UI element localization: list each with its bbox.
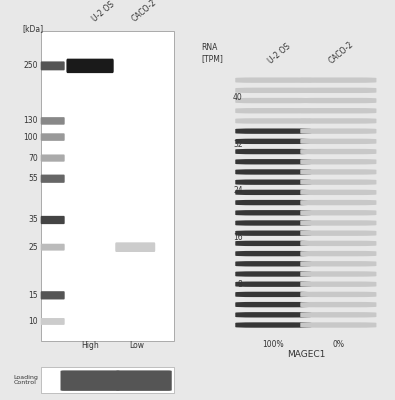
FancyBboxPatch shape <box>235 261 311 266</box>
FancyBboxPatch shape <box>235 108 311 114</box>
FancyBboxPatch shape <box>300 261 376 266</box>
FancyBboxPatch shape <box>235 169 311 175</box>
FancyBboxPatch shape <box>41 367 174 394</box>
FancyBboxPatch shape <box>235 88 311 93</box>
Text: 130: 130 <box>23 116 38 126</box>
Text: CACO-2: CACO-2 <box>327 40 356 66</box>
Text: 32: 32 <box>233 140 243 149</box>
Text: U-2 OS: U-2 OS <box>266 42 292 66</box>
FancyBboxPatch shape <box>235 118 311 124</box>
FancyBboxPatch shape <box>300 118 376 124</box>
Text: 55: 55 <box>28 174 38 183</box>
FancyBboxPatch shape <box>235 180 311 185</box>
FancyBboxPatch shape <box>235 230 311 236</box>
FancyBboxPatch shape <box>300 251 376 256</box>
FancyBboxPatch shape <box>300 190 376 195</box>
FancyBboxPatch shape <box>300 98 376 103</box>
FancyBboxPatch shape <box>41 62 65 70</box>
FancyBboxPatch shape <box>41 216 65 224</box>
Text: 40: 40 <box>233 93 243 102</box>
FancyBboxPatch shape <box>41 32 174 341</box>
FancyBboxPatch shape <box>235 98 311 103</box>
Text: Low: Low <box>130 341 145 350</box>
FancyBboxPatch shape <box>235 241 311 246</box>
FancyBboxPatch shape <box>300 159 376 164</box>
FancyBboxPatch shape <box>235 292 311 297</box>
FancyBboxPatch shape <box>300 149 376 154</box>
FancyBboxPatch shape <box>300 312 376 318</box>
FancyBboxPatch shape <box>60 370 120 391</box>
FancyBboxPatch shape <box>300 220 376 226</box>
Text: 35: 35 <box>28 216 38 224</box>
FancyBboxPatch shape <box>41 318 65 325</box>
Text: 24: 24 <box>233 186 243 196</box>
FancyBboxPatch shape <box>235 302 311 307</box>
FancyBboxPatch shape <box>300 88 376 93</box>
FancyBboxPatch shape <box>235 210 311 216</box>
Text: 70: 70 <box>28 154 38 162</box>
Text: 100%: 100% <box>263 340 284 348</box>
Text: 25: 25 <box>28 243 38 252</box>
FancyBboxPatch shape <box>300 200 376 205</box>
FancyBboxPatch shape <box>300 128 376 134</box>
FancyBboxPatch shape <box>300 282 376 287</box>
Text: 10: 10 <box>28 317 38 326</box>
FancyBboxPatch shape <box>235 78 311 83</box>
FancyBboxPatch shape <box>41 133 65 141</box>
FancyBboxPatch shape <box>300 169 376 175</box>
Text: RNA
[TPM]: RNA [TPM] <box>201 43 223 63</box>
FancyBboxPatch shape <box>300 302 376 307</box>
FancyBboxPatch shape <box>235 139 311 144</box>
Text: 0%: 0% <box>332 340 344 348</box>
FancyBboxPatch shape <box>300 139 376 144</box>
FancyBboxPatch shape <box>300 180 376 185</box>
FancyBboxPatch shape <box>235 149 311 154</box>
Text: 100: 100 <box>23 132 38 142</box>
FancyBboxPatch shape <box>235 200 311 205</box>
FancyBboxPatch shape <box>66 59 114 73</box>
FancyBboxPatch shape <box>235 251 311 256</box>
Text: U-2 OS: U-2 OS <box>90 0 116 24</box>
Text: MAGEC1: MAGEC1 <box>287 350 325 358</box>
FancyBboxPatch shape <box>41 291 65 300</box>
FancyBboxPatch shape <box>300 78 376 83</box>
FancyBboxPatch shape <box>300 271 376 277</box>
FancyBboxPatch shape <box>235 271 311 277</box>
FancyBboxPatch shape <box>116 370 172 391</box>
FancyBboxPatch shape <box>300 292 376 297</box>
FancyBboxPatch shape <box>235 159 311 164</box>
FancyBboxPatch shape <box>235 312 311 318</box>
Text: CACO-2: CACO-2 <box>130 0 158 24</box>
FancyBboxPatch shape <box>235 322 311 328</box>
FancyBboxPatch shape <box>300 108 376 114</box>
Text: High: High <box>81 341 99 350</box>
FancyBboxPatch shape <box>300 230 376 236</box>
FancyBboxPatch shape <box>41 154 65 162</box>
Text: 16: 16 <box>233 233 243 242</box>
FancyBboxPatch shape <box>235 220 311 226</box>
Text: Loading
Control: Loading Control <box>13 374 38 386</box>
FancyBboxPatch shape <box>300 322 376 328</box>
FancyBboxPatch shape <box>235 282 311 287</box>
FancyBboxPatch shape <box>115 242 155 252</box>
Text: 15: 15 <box>28 291 38 300</box>
FancyBboxPatch shape <box>235 190 311 195</box>
FancyBboxPatch shape <box>41 174 65 183</box>
Text: 8: 8 <box>238 280 243 289</box>
FancyBboxPatch shape <box>300 241 376 246</box>
FancyBboxPatch shape <box>235 128 311 134</box>
FancyBboxPatch shape <box>41 244 65 251</box>
FancyBboxPatch shape <box>300 210 376 216</box>
FancyBboxPatch shape <box>41 117 65 125</box>
Text: 250: 250 <box>23 61 38 70</box>
Text: [kDa]: [kDa] <box>22 25 43 34</box>
